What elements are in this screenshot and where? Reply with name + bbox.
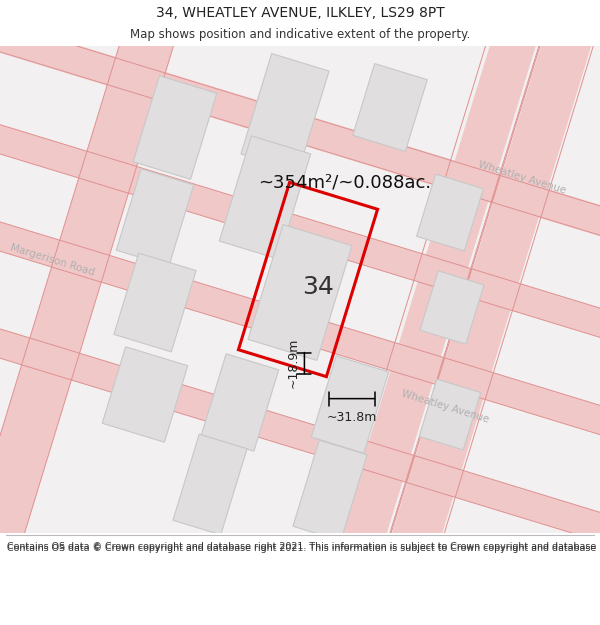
Text: ~354m²/~0.088ac.: ~354m²/~0.088ac. [259,173,431,191]
Text: ~18.9m: ~18.9m [286,338,299,388]
Text: 34: 34 [302,276,334,299]
Text: ~31.8m: ~31.8m [327,411,377,424]
Polygon shape [219,136,311,259]
Polygon shape [419,379,481,450]
Text: Contains OS data © Crown copyright and database right 2021. This information is : Contains OS data © Crown copyright and d… [7,542,600,551]
Polygon shape [116,169,194,266]
Polygon shape [353,64,427,151]
Polygon shape [0,290,600,580]
Polygon shape [133,76,217,179]
Polygon shape [102,347,188,442]
Polygon shape [0,0,600,275]
Polygon shape [0,183,600,473]
Polygon shape [248,224,352,361]
Text: Margerison Road: Margerison Road [8,242,95,278]
Text: Wheatley Avenue: Wheatley Avenue [400,388,490,424]
Polygon shape [420,271,484,344]
Polygon shape [114,253,196,352]
Polygon shape [285,0,555,625]
Polygon shape [416,174,484,251]
Polygon shape [311,356,389,453]
Text: Map shows position and indicative extent of the property.: Map shows position and indicative extent… [130,28,470,41]
Polygon shape [0,0,217,625]
Polygon shape [373,0,600,608]
Polygon shape [201,354,279,451]
Polygon shape [293,440,367,541]
Polygon shape [173,434,247,535]
Text: Wheatley Avenue: Wheatley Avenue [477,159,567,196]
Polygon shape [241,54,329,171]
Text: Contains OS data © Crown copyright and database right 2021. This information is : Contains OS data © Crown copyright and d… [7,544,600,552]
Text: 34, WHEATLEY AVENUE, ILKLEY, LS29 8PT: 34, WHEATLEY AVENUE, ILKLEY, LS29 8PT [155,6,445,20]
Polygon shape [0,86,600,376]
